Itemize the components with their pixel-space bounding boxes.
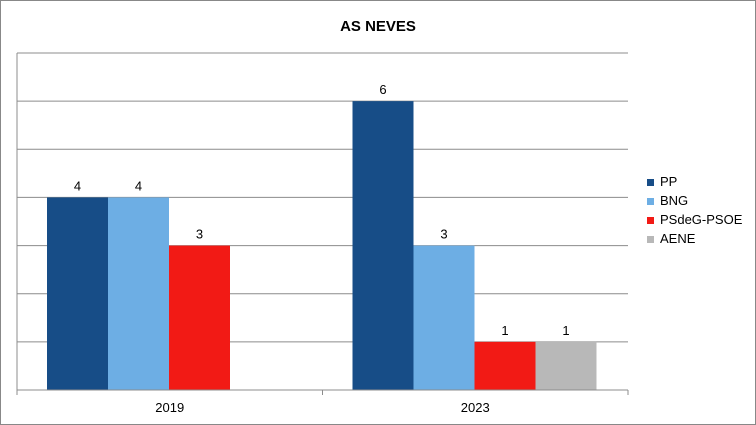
- bar-aene: [535, 341, 597, 390]
- bar-psdeg-psoe: [474, 341, 536, 390]
- bar-psdeg-psoe: [169, 245, 230, 390]
- legend-label: AENE: [660, 231, 696, 246]
- data-label: 1: [501, 323, 508, 338]
- legend-swatch: [647, 198, 654, 205]
- bars: [47, 101, 597, 391]
- chart-title: AS NEVES: [340, 18, 416, 35]
- bar-pp: [352, 101, 414, 391]
- bar-bng: [108, 197, 169, 390]
- data-labels: 4 4 3 6 3 1 1: [74, 82, 570, 338]
- legend-label: PP: [660, 174, 677, 189]
- bar-pp: [47, 197, 108, 390]
- data-label: 3: [440, 227, 447, 242]
- legend-swatch: [647, 179, 654, 186]
- legend-label: PSdeG-PSOE: [660, 212, 743, 227]
- legend-swatch: [647, 236, 654, 243]
- legend-swatch: [647, 217, 654, 224]
- data-label: 3: [196, 227, 203, 242]
- legend-label: BNG: [660, 193, 688, 208]
- x-tick-label: 2023: [461, 400, 490, 415]
- legend: PP BNG PSdeG-PSOE AENE: [647, 174, 743, 246]
- x-tick-label: 2019: [155, 400, 184, 415]
- data-label: 6: [379, 82, 386, 97]
- data-label: 4: [135, 178, 142, 193]
- data-label: 4: [74, 178, 81, 193]
- data-label: 1: [562, 323, 569, 338]
- bar-bng: [413, 245, 475, 390]
- x-axis: 2019 2023: [16, 389, 629, 415]
